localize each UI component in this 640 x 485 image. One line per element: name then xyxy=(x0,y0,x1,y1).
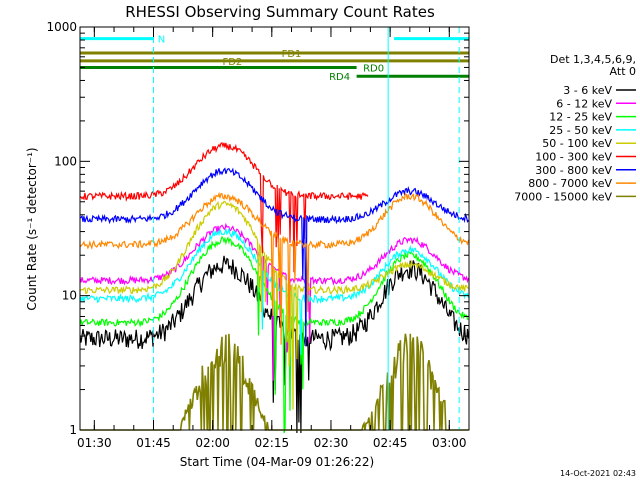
legend-label: 7000 - 15000 keV xyxy=(514,190,612,203)
legend-label: 300 - 800 keV xyxy=(535,164,612,177)
legend-label: 6 - 12 keV xyxy=(556,97,612,110)
y-tick-label: 1000 xyxy=(46,20,77,34)
legend-header-line: Att 0 xyxy=(610,65,636,78)
y-axis-label: Count Rate (s⁻¹ detector⁻¹) xyxy=(25,147,39,310)
flag-label-fd1: FD1 xyxy=(282,49,302,60)
x-tick-label: 03:00 xyxy=(432,436,467,450)
chart-title: RHESSI Observing Summary Count Rates xyxy=(125,3,435,21)
plot-frame xyxy=(79,26,470,431)
y-tick-label: 1 xyxy=(69,423,77,437)
legend-label: 3 - 6 keV xyxy=(563,84,612,97)
series-line-5 xyxy=(79,200,469,410)
x-tick-label: 02:30 xyxy=(314,436,349,450)
legend-label: 25 - 50 keV xyxy=(549,124,612,137)
legend-label: 12 - 25 keV xyxy=(549,111,612,124)
x-tick-label: 02:45 xyxy=(373,436,408,450)
x-axis: 01:30 01:45 02:00 02:15 02:30 02:45 03:00 xyxy=(77,27,470,450)
flag-lines: N FD1 FD2 RD0 RD4 xyxy=(80,35,469,83)
legend-label: 50 - 100 keV xyxy=(542,137,612,150)
flag-label-rd0: RD0 xyxy=(363,63,384,74)
y-tick-label: 10 xyxy=(62,289,77,303)
series-line-8 xyxy=(79,191,470,345)
series-line-2 xyxy=(79,222,470,381)
x-tick-label: 01:45 xyxy=(136,436,171,450)
y-tick-label: 100 xyxy=(54,154,77,168)
x-axis-label: Start Time (04-Mar-09 01:26:22) xyxy=(180,455,374,469)
y-axis: 1 10 100 1000 xyxy=(46,20,469,437)
series-line-7 xyxy=(79,167,469,347)
legend-header-line: Det 1,3,4,5,6,9, xyxy=(550,53,636,66)
x-tick-label: 02:00 xyxy=(195,436,230,450)
footer-timestamp: 14-Oct-2021 02:43 xyxy=(560,469,636,478)
flag-label-fd2: FD2 xyxy=(222,57,242,68)
legend-label: 800 - 7000 keV xyxy=(528,177,612,190)
flag-label-n: N xyxy=(158,35,165,46)
x-tick-label: 02:15 xyxy=(255,436,290,450)
series-line-6 xyxy=(79,142,369,273)
vertical-markers xyxy=(152,27,460,430)
legend-label: 100 - 300 keV xyxy=(535,151,612,164)
flag-label-rd4: RD4 xyxy=(329,72,350,83)
x-tick-label: 01:30 xyxy=(77,436,112,450)
